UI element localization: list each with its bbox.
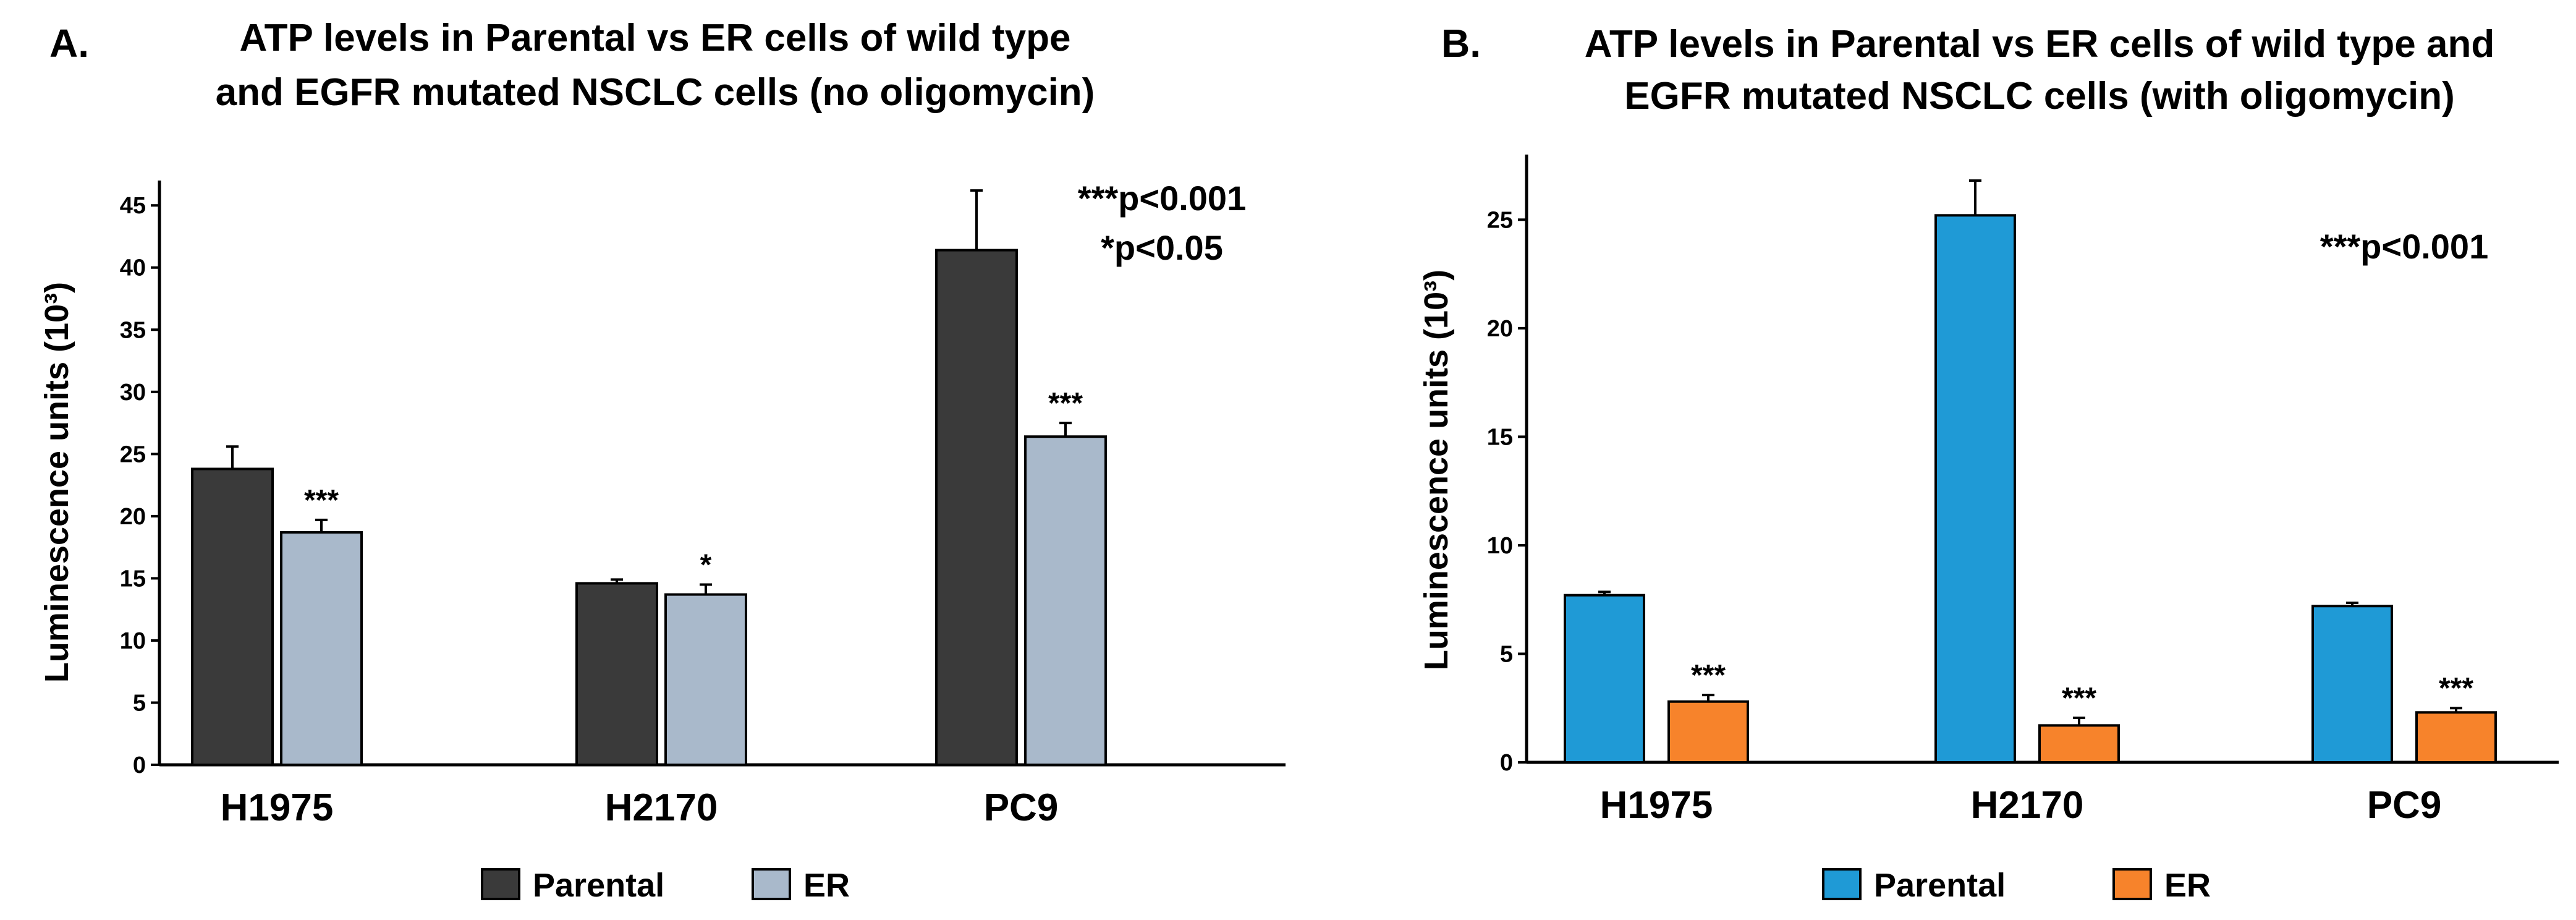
panel-a-significance-h1975: *** bbox=[304, 484, 339, 517]
panel-b-p-note-1: ***p<0.001 bbox=[2320, 227, 2488, 266]
panel-b-y-tick-label: 0 bbox=[1500, 750, 1513, 776]
panel-a-p-note-2: *p<0.05 bbox=[1101, 228, 1223, 267]
panel-b-bar-er-pc9 bbox=[2415, 711, 2497, 764]
panel-a-significance-pc9: *** bbox=[1048, 387, 1083, 420]
panel-b-letter: B. bbox=[1441, 21, 1481, 66]
panel-b-title-line-2: EGFR mutated NSCLC cells (with oligomyci… bbox=[1624, 75, 2454, 117]
panel-b-category-label: H1975 bbox=[1600, 784, 1713, 827]
panel-a-legend-swatch-er bbox=[752, 868, 791, 900]
panel-a-y-tick-label: 25 bbox=[120, 441, 146, 467]
panel-b-legend: Parental ER bbox=[1822, 867, 2211, 904]
panel-a-p-note-1: ***p<0.001 bbox=[1078, 179, 1246, 218]
panel-a-y-tick-label: 35 bbox=[120, 317, 146, 343]
panel-a-bar-parental-h1975 bbox=[191, 467, 274, 766]
panel-a: A. ATP levels in Parental vs ER cells of… bbox=[38, 17, 1286, 904]
panel-b-category-label: PC9 bbox=[2367, 784, 2442, 827]
panel-a-significance-h2170: * bbox=[700, 548, 712, 581]
panel-a-bar-parental-pc9 bbox=[935, 249, 1018, 766]
panel-a-title-line-1: ATP levels in Parental vs ER cells of wi… bbox=[240, 17, 1071, 59]
panel-a-category-label: PC9 bbox=[984, 786, 1059, 829]
panel-a-bar-er-h2170 bbox=[664, 593, 747, 766]
panel-a-y-axis-label: Luminescence units (10³) bbox=[38, 282, 75, 683]
panel-b-bar-parental-pc9 bbox=[2311, 605, 2393, 764]
panel-b-y-axis-label: Luminescence units (10³) bbox=[1418, 270, 1455, 670]
panel-a-bar-er-h1975 bbox=[280, 531, 363, 766]
panel-b-bar-er-h2170 bbox=[2038, 724, 2120, 764]
panel-a-legend-label-er: ER bbox=[803, 867, 850, 904]
panel-a-category-label: H2170 bbox=[605, 786, 718, 829]
panel-b-y-tick-label: 5 bbox=[1500, 641, 1513, 667]
panel-a-legend: Parental ER bbox=[481, 867, 850, 904]
panel-b-bar-er-h1975 bbox=[1667, 700, 1749, 764]
panel-a-bar-parental-h2170 bbox=[575, 582, 658, 767]
panel-b-y-tick-label: 15 bbox=[1487, 424, 1513, 450]
panel-b-bar-parental-h1975 bbox=[1564, 594, 1645, 764]
panel-a-y-tick-label: 15 bbox=[120, 566, 146, 592]
panel-a-y-tick-label: 5 bbox=[133, 690, 146, 716]
panel-a-y-tick-label: 40 bbox=[120, 255, 146, 281]
panel-b-title-line-1: ATP levels in Parental vs ER cells of wi… bbox=[1585, 23, 2494, 66]
panel-b-y-tick-label: 10 bbox=[1487, 533, 1513, 559]
panel-a-y-tick-label: 45 bbox=[120, 193, 146, 219]
panel-a-y-tick-label: 30 bbox=[120, 380, 146, 406]
panel-a-category-label: H1975 bbox=[221, 786, 334, 829]
panel-b-plot: 0 5 10 15 20 25 H1975 *** H2170 *** PC9 *** bbox=[1487, 155, 2559, 827]
panel-b-significance-h2170: *** bbox=[2062, 682, 2096, 715]
panel-b-legend-label-er: ER bbox=[2164, 867, 2211, 904]
panel-a-y-tick-label: 10 bbox=[120, 628, 146, 654]
panel-b-legend-label-parental: Parental bbox=[1874, 867, 2006, 904]
panel-a-y-tick-label: 20 bbox=[120, 504, 146, 530]
panel-b-significance-h1975: *** bbox=[1691, 659, 1726, 692]
panel-b-significance-pc9: *** bbox=[2439, 672, 2473, 705]
panel-a-legend-label-parental: Parental bbox=[533, 867, 664, 904]
panel-b-y-tick-label: 25 bbox=[1487, 207, 1513, 233]
panel-b-bar-parental-h2170 bbox=[1934, 214, 2016, 764]
panel-b: B. ATP levels in Parental vs ER cells of… bbox=[1418, 21, 2559, 904]
panel-a-legend-swatch-parental bbox=[481, 868, 520, 900]
panel-b-legend-swatch-er bbox=[2112, 868, 2152, 900]
panel-b-category-label: H2170 bbox=[1971, 784, 2084, 827]
panel-a-y-tick-label: 0 bbox=[133, 752, 146, 778]
panel-a-title-line-2: and EGFR mutated NSCLC cells (no oligomy… bbox=[216, 71, 1095, 114]
panel-b-legend-swatch-parental bbox=[1822, 868, 1862, 900]
panel-a-bar-er-pc9 bbox=[1024, 435, 1107, 766]
panel-a-letter: A. bbox=[49, 21, 89, 66]
panel-b-y-tick-label: 20 bbox=[1487, 316, 1513, 342]
panel-a-plot: 0 5 10 15 20 25 30 35 40 45 H1975 *** H2170 * PC9 *** bbox=[120, 181, 1286, 829]
